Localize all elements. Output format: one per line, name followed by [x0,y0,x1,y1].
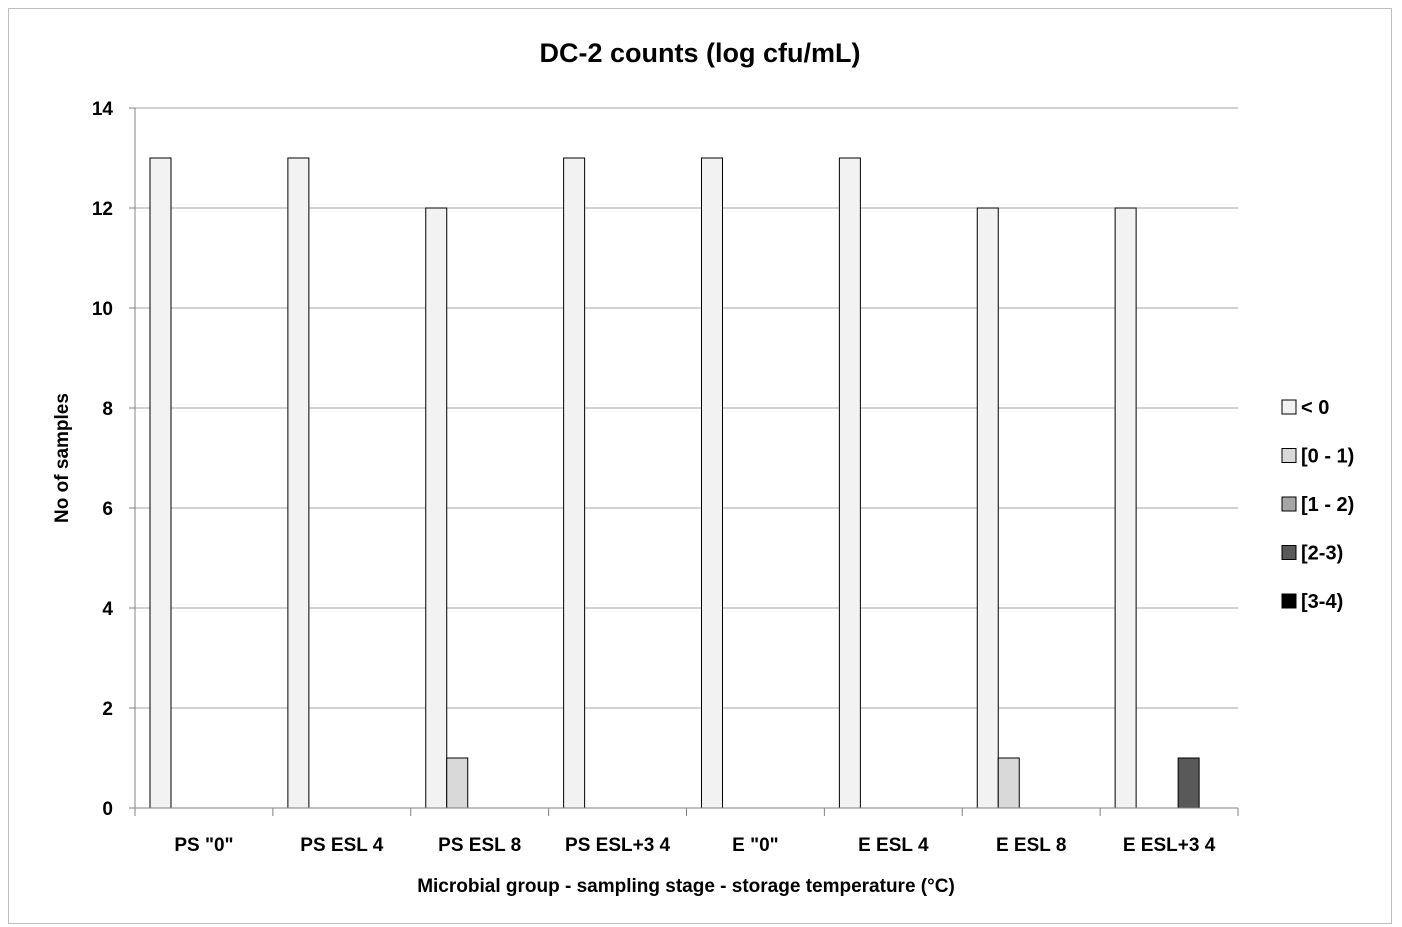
gridlines [129,107,1238,809]
bar [149,157,172,809]
y-tick-label: 2 [102,699,113,720]
legend: < 0 [0 - 1) [1 - 2) [2-3) [3-4) [1281,397,1354,613]
legend-label: [2-3) [1301,543,1343,565]
bar [838,157,861,809]
bar [1177,757,1200,809]
x-tick-label: PS ESL 8 [438,835,521,856]
bar [425,207,448,809]
x-tick-label: E "0" [732,835,779,856]
y-tick-label: 12 [92,199,113,220]
legend-swatch [1281,545,1297,560]
bar [997,757,1020,809]
y-tick-label: 4 [102,599,113,620]
legend-swatch [1281,399,1297,415]
legend-label: < 0 [1301,397,1329,419]
chart-frame [8,8,1392,924]
y-tick-label: 10 [92,299,113,320]
y-tick-labels: 0 2 4 6 8 10 12 14 [92,99,114,820]
legend-label: [1 - 2) [1301,494,1354,516]
x-tick-label: PS "0" [174,835,233,856]
x-tick-label: PS ESL 4 [300,835,384,856]
bar [563,157,586,809]
bar [976,207,999,809]
x-tick-label: PS ESL+3 4 [565,835,671,856]
bar [1114,207,1137,809]
x-tick-labels: PS "0" PS ESL 4 PS ESL 8 PS ESL+3 4 E "0" E E… [174,835,1215,856]
y-tick-label: 14 [92,99,114,120]
bar [287,157,310,809]
axes [134,108,1239,816]
legend-swatch [1281,593,1297,609]
bar [701,157,723,809]
y-axis-label: No of samples [52,393,73,523]
x-tick-label: E ESL 4 [858,835,929,856]
y-tick-label: 8 [102,399,113,420]
x-tick-label: E ESL 8 [996,835,1066,856]
y-tick-label: 6 [102,499,113,520]
chart-title: DC-2 counts (log cfu/mL) [540,38,861,68]
legend-swatch [1281,496,1297,512]
bar [446,757,469,809]
x-axis-label: Microbial group - sampling stage - stora… [417,876,955,897]
y-tick-label: 0 [102,799,113,820]
legend-label: [0 - 1) [1301,446,1354,468]
x-tick-label: E ESL+3 4 [1123,835,1216,856]
legend-label: [3-4) [1301,591,1343,613]
bars [149,157,1200,809]
legend-swatch [1281,448,1297,463]
